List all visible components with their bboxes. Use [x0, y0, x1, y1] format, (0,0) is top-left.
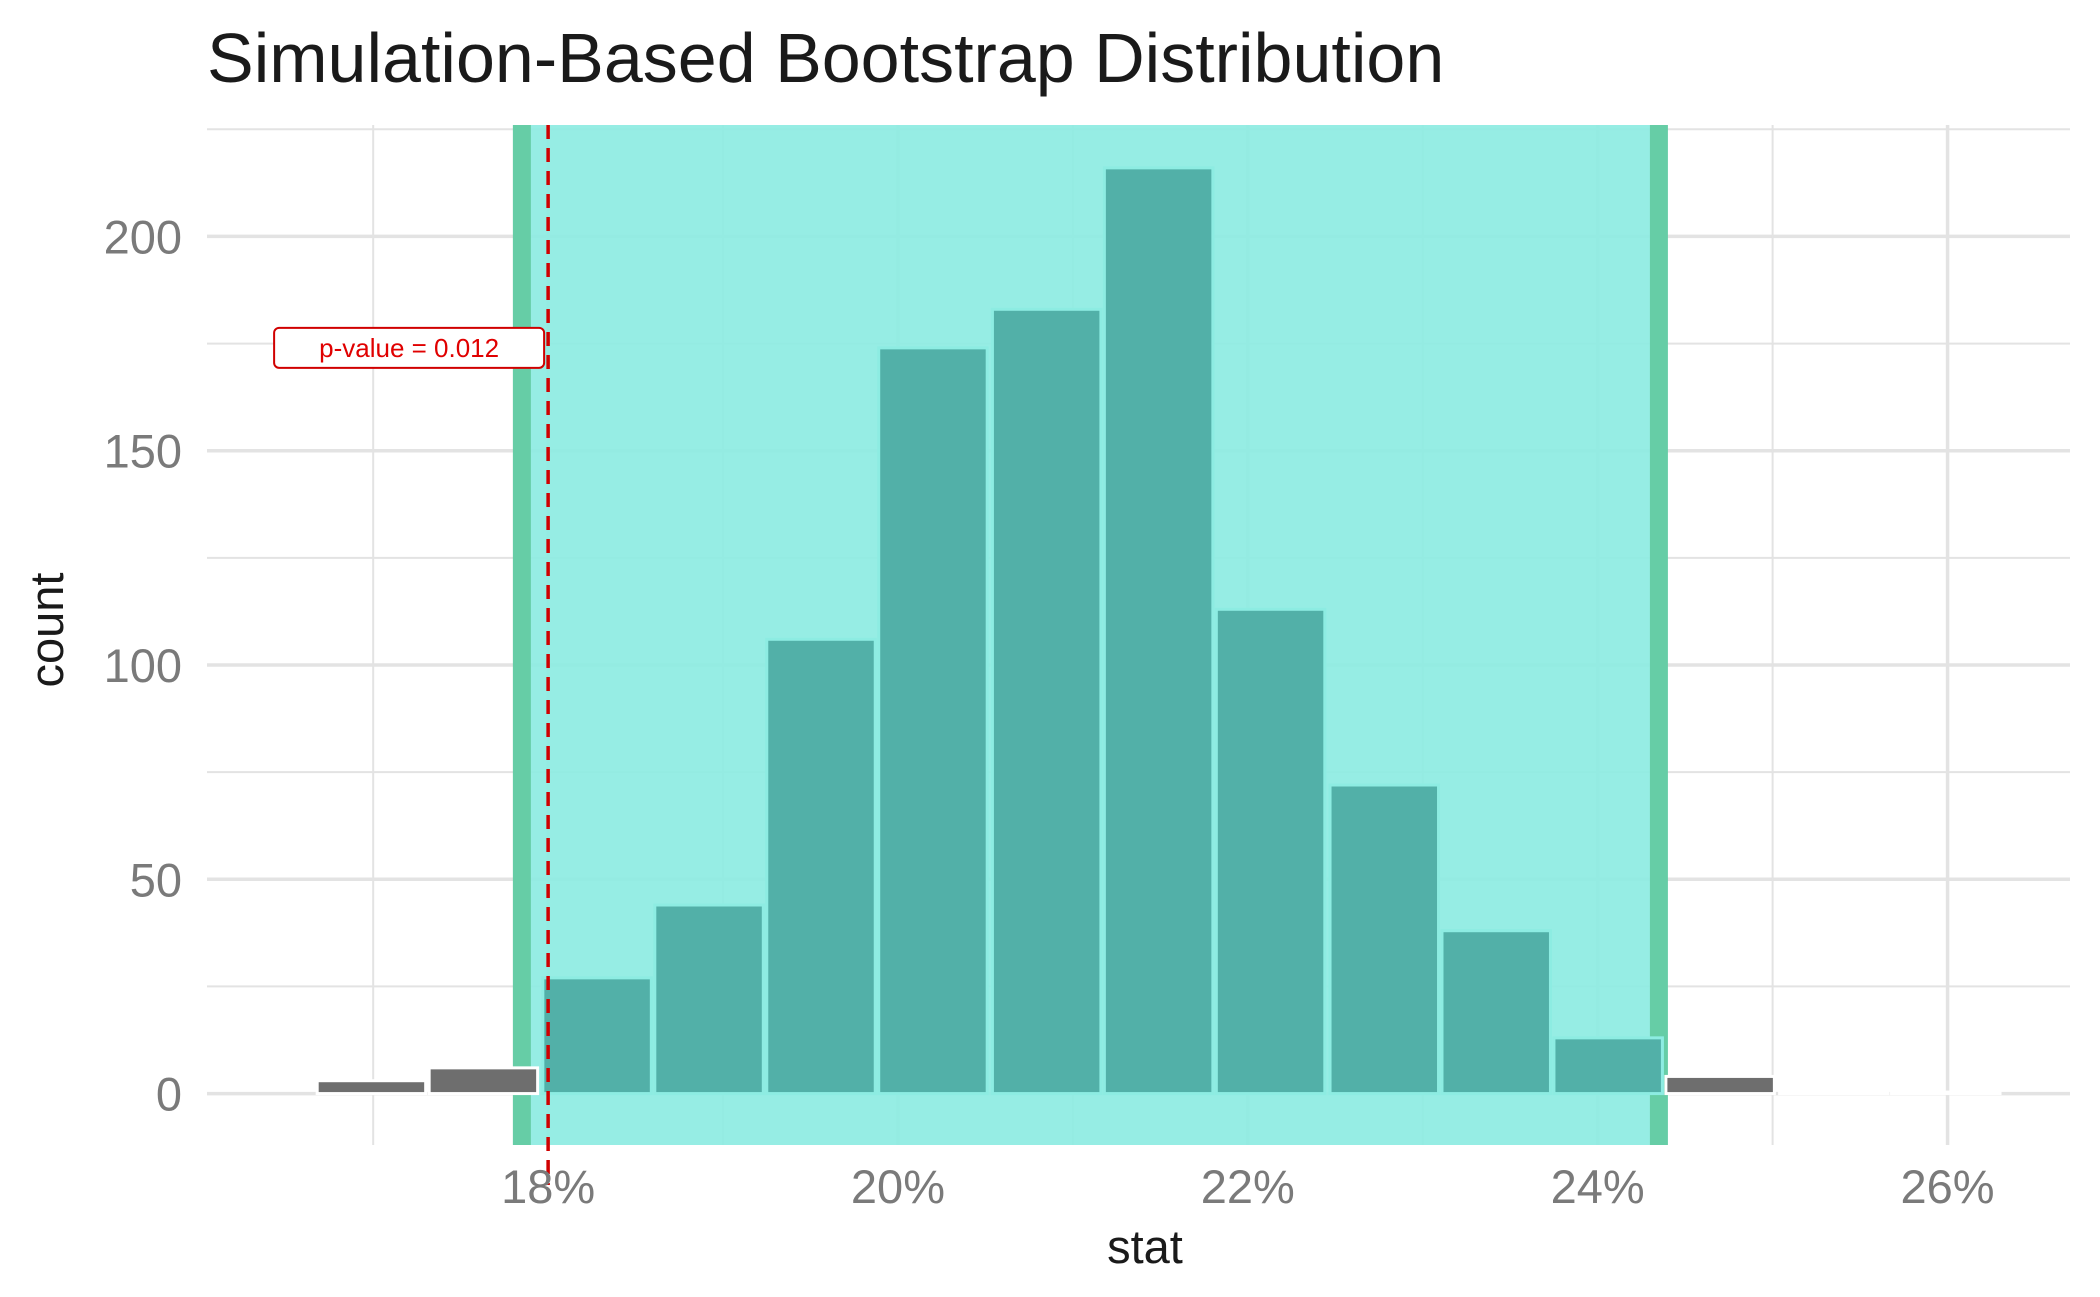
x-tick-label: 22% [1201, 1160, 1295, 1213]
p-value-label-box [273, 326, 546, 369]
x-axis-title: stat [1107, 1220, 1183, 1273]
x-tick-label: 24% [1551, 1160, 1645, 1213]
histogram-bar [315, 1079, 428, 1096]
histogram-bar [1778, 1090, 1890, 1096]
histogram-bar [1664, 1074, 1776, 1096]
histogram-bars [315, 166, 2002, 1096]
histogram-bar [1214, 607, 1327, 1096]
histogram-bar [1102, 166, 1215, 1096]
y-tick-label: 0 [156, 1068, 182, 1121]
histogram-bar [653, 903, 765, 1096]
y-tick-label: 50 [130, 853, 182, 906]
p-value-label-text: p-value = 0.012 [319, 333, 499, 363]
observed-stat-marker: p-value = 0.012 [273, 125, 550, 1185]
histogram-bar [1440, 929, 1552, 1096]
histogram-bar [990, 307, 1103, 1096]
y-tick-label: 200 [104, 210, 182, 263]
x-tick-label: 20% [851, 1160, 945, 1213]
histogram-bar [541, 976, 653, 1096]
histogram-bar [877, 346, 989, 1096]
histogram-bar [1328, 783, 1441, 1096]
y-axis-ticks: 0 50 100 150 200 [104, 210, 182, 1120]
x-tick-label: 18% [501, 1160, 595, 1213]
y-tick-label: 150 [104, 425, 182, 478]
y-tick-label: 100 [104, 639, 182, 692]
p-value-label: p-value = 0.012 [273, 326, 546, 369]
x-tick-label: 26% [1901, 1160, 1995, 1213]
histogram-bar [427, 1066, 540, 1096]
y-axis-title: count [20, 573, 73, 688]
chart-title: Simulation-Based Bootstrap Distribution [207, 19, 1444, 97]
x-axis-ticks: 18% 20% 22% 24% 26% [501, 1160, 1995, 1213]
histogram-bar [1890, 1090, 2002, 1096]
histogram-bar [765, 637, 877, 1096]
histogram-bar [1552, 1036, 1664, 1096]
